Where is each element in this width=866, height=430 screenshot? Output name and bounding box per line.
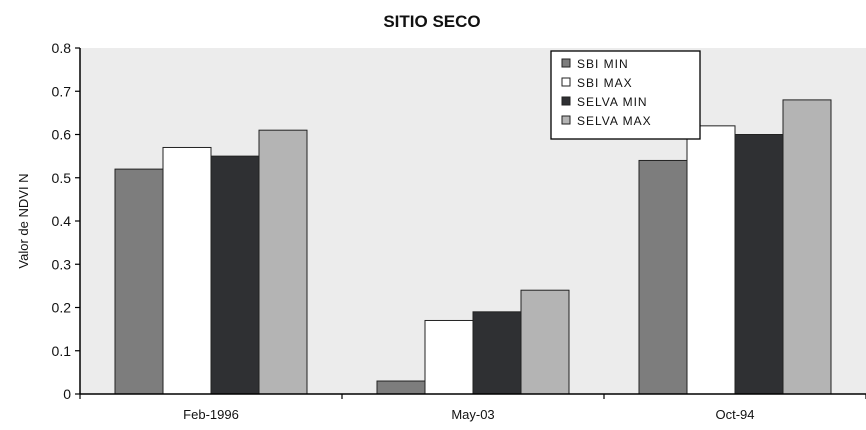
y-tick-label: 0.4 <box>52 213 72 229</box>
bar <box>210 155 260 395</box>
legend-label: SBI MIN <box>577 57 629 71</box>
legend-swatch <box>561 115 571 125</box>
legend-label: SELVA MIN <box>577 95 648 109</box>
y-tick-label: 0.1 <box>52 343 72 359</box>
bar <box>424 319 474 395</box>
bar <box>114 168 164 395</box>
legend-swatch <box>561 96 571 106</box>
y-axis-label: Valor de NDVI N <box>16 173 31 268</box>
legend-label: SBI MAX <box>577 76 633 90</box>
y-tick-label: 0.5 <box>52 170 72 186</box>
bar <box>376 380 426 395</box>
bar <box>162 146 212 395</box>
legend-label: SELVA MAX <box>577 114 652 128</box>
legend-swatch <box>561 77 571 87</box>
legend-swatch <box>561 58 571 68</box>
x-tick-label: Feb-1996 <box>183 407 239 422</box>
legend: SBI MIN SBI MAX SELVA MIN SELVA MAX <box>550 50 701 140</box>
bar <box>638 159 688 395</box>
y-tick-label: 0.7 <box>52 83 72 99</box>
bar <box>472 311 522 395</box>
y-tick-label: 0.8 <box>52 40 72 56</box>
legend-box <box>550 50 701 140</box>
chart-title: SITIO SECO <box>383 12 480 31</box>
bar <box>520 289 570 395</box>
bar <box>734 134 784 395</box>
bars-group <box>114 99 832 395</box>
y-tick-label: 0.3 <box>52 256 72 272</box>
y-tick-label: 0 <box>63 386 71 402</box>
bar <box>782 99 832 395</box>
bar <box>258 129 308 395</box>
y-tick-label: 0.6 <box>52 127 72 143</box>
y-tick-label: 0.2 <box>52 300 72 316</box>
bar <box>686 125 736 395</box>
axes-group: 0 0.1 0.2 0.3 0.4 0.5 0.6 0.7 0.8 Feb-1996 May-03 O… <box>52 40 866 422</box>
x-tick-label: Oct-94 <box>715 407 754 422</box>
x-tick-label: May-03 <box>451 407 494 422</box>
